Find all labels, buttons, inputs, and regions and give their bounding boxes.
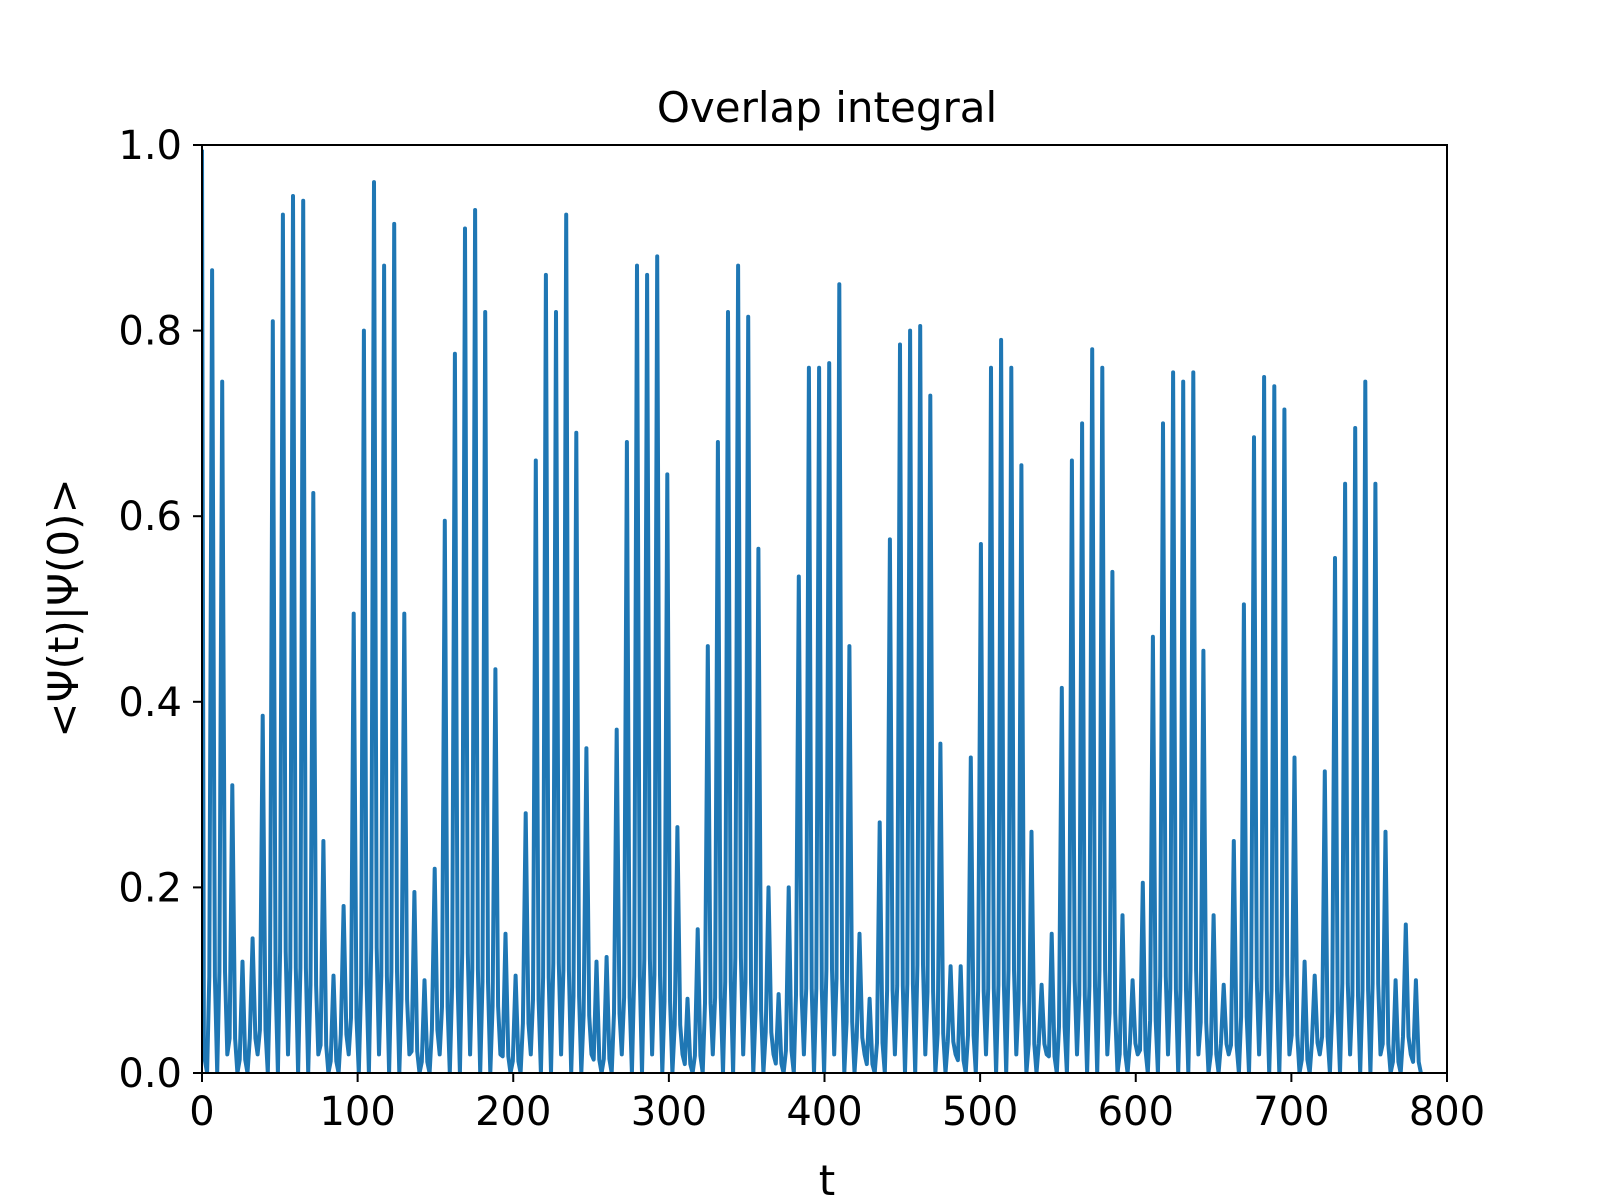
y-axis: 0.0 0.2 0.4 0.6 0.8 1.0 bbox=[118, 123, 202, 1097]
x-tick-label: 700 bbox=[1253, 1089, 1329, 1135]
x-tick-label: 400 bbox=[786, 1089, 862, 1135]
y-tick-label: 0.0 bbox=[118, 1051, 182, 1097]
y-tick-label: 0.6 bbox=[118, 494, 182, 540]
x-axis-label: t bbox=[819, 1156, 835, 1200]
chart-title: Overlap integral bbox=[657, 83, 997, 132]
y-tick-label: 1.0 bbox=[118, 123, 182, 169]
y-tick-label: 0.4 bbox=[118, 680, 182, 726]
x-tick-label: 0 bbox=[189, 1089, 214, 1135]
x-tick-label: 500 bbox=[942, 1089, 1018, 1135]
x-tick-label: 300 bbox=[631, 1089, 707, 1135]
x-tick-label: 200 bbox=[475, 1089, 551, 1135]
x-tick-label: 100 bbox=[319, 1089, 395, 1135]
overlap-series-line bbox=[202, 149, 1423, 1073]
y-axis-label: <Ψ(t)|Ψ(0)> bbox=[39, 478, 88, 737]
x-axis: 0 100 200 300 400 500 600 700 800 bbox=[189, 1073, 1485, 1135]
y-tick-label: 0.8 bbox=[118, 309, 182, 355]
x-tick-label: 800 bbox=[1409, 1089, 1485, 1135]
plot-area bbox=[201, 144, 1448, 1074]
x-tick-label: 600 bbox=[1098, 1089, 1174, 1135]
y-tick-label: 0.2 bbox=[118, 865, 182, 911]
